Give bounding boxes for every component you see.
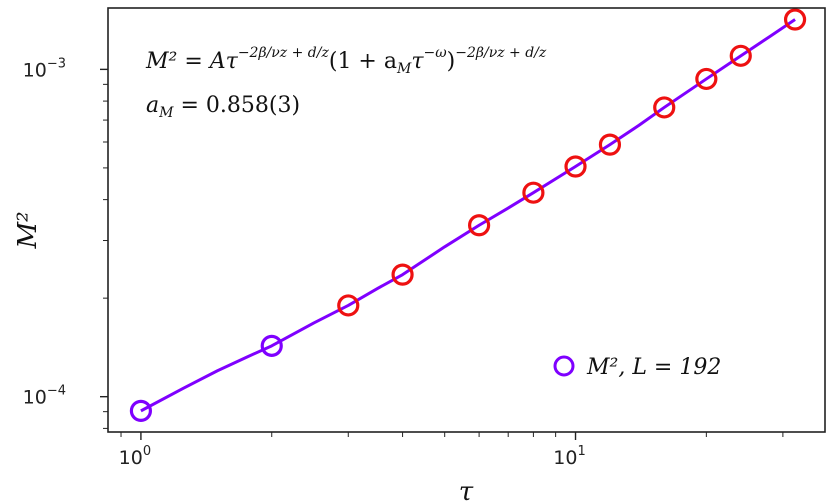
data-point <box>391 263 414 286</box>
plot-frame <box>107 7 826 433</box>
y-axis-label-text: M² <box>13 211 43 249</box>
data-point <box>522 181 545 204</box>
legend: M², L = 192 <box>553 355 721 380</box>
data-point <box>337 294 360 317</box>
x-axis-label: τ <box>459 477 474 504</box>
data-points <box>129 8 807 422</box>
data-point <box>598 133 622 156</box>
data-point <box>260 334 283 357</box>
param-subscript: M <box>158 105 174 121</box>
formula-annotation: M² = Aτ−2β/νz + d/z(1 + aMτ−ω)−2β/νz + d… <box>145 45 547 121</box>
svg-text:M² = Aτ−2β/νz + d/z(1 + aMτ−ω): M² = Aτ−2β/νz + d/z(1 + aMτ−ω)−2β/νz + d… <box>145 45 547 77</box>
y-tick-label: 10−3 <box>23 56 66 81</box>
formula-exponent-2: −2β/νz + d/z <box>455 45 547 61</box>
data-point <box>129 399 153 422</box>
data-point <box>729 44 752 67</box>
data-point <box>695 67 718 91</box>
tick-layer <box>100 68 784 440</box>
data-point <box>783 8 807 31</box>
param-name: a <box>146 93 159 118</box>
svg-text:aM = 0.858(3): aM = 0.858(3) <box>146 93 300 121</box>
legend-marker <box>553 355 575 377</box>
formula-subscript: M <box>396 61 412 77</box>
x-tick-label: 100 <box>119 444 151 469</box>
tick-labels: 100 101 10−4 10−3 <box>23 56 586 469</box>
formula-mid: (1 + a <box>329 49 397 74</box>
legend-label: M², L = 192 <box>586 355 721 380</box>
y-tick-label: 10−4 <box>23 384 66 409</box>
data-point <box>653 96 676 119</box>
formula-exponent-1: −2β/νz + d/z <box>238 45 330 61</box>
data-point <box>564 155 587 178</box>
formula-close: ) <box>447 49 456 74</box>
x-tick-label: 101 <box>553 444 585 469</box>
data-point <box>468 214 491 237</box>
formula-exponent-omega: −ω <box>424 45 448 61</box>
fit-line <box>140 18 796 413</box>
formula-lhs: M² = Aτ <box>145 49 239 74</box>
y-axis-label: M² <box>13 211 43 249</box>
formula-tau: τ <box>411 49 424 74</box>
param-value: = 0.858(3) <box>173 93 300 118</box>
